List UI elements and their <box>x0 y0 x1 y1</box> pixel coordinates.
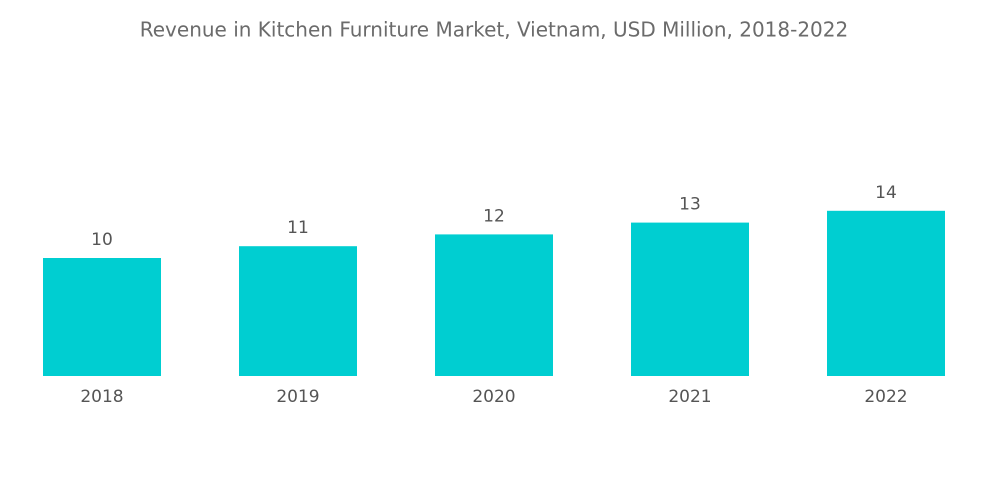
bar <box>631 222 749 376</box>
value-label: 12 <box>483 206 505 226</box>
x-tick-label: 2019 <box>276 387 319 407</box>
x-tick-label: 2022 <box>864 387 907 407</box>
bar <box>827 210 945 376</box>
x-tick-label: 2020 <box>472 387 515 407</box>
value-label: 13 <box>679 195 701 215</box>
chart-title: Revenue in Kitchen Furniture Market, Vie… <box>140 18 848 42</box>
value-label: 14 <box>875 183 897 203</box>
bar <box>435 234 553 376</box>
value-label: 10 <box>91 230 113 250</box>
bar <box>239 246 357 376</box>
x-tick-label: 2018 <box>80 387 123 407</box>
x-tick-label: 2021 <box>668 387 711 407</box>
bar <box>43 258 161 376</box>
value-label: 11 <box>287 218 309 238</box>
